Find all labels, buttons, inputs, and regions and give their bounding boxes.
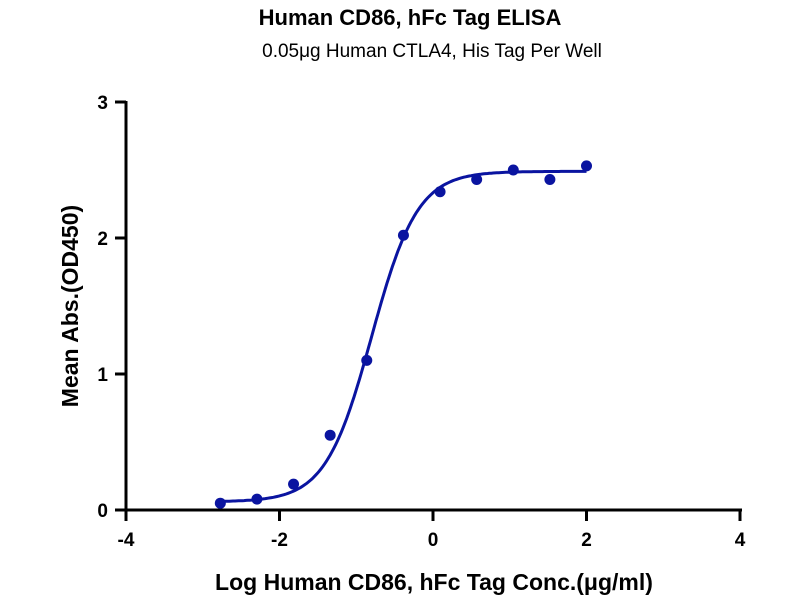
fit-curve	[220, 169, 587, 503]
data-point	[507, 164, 519, 176]
y-tick-label: 3	[97, 93, 108, 114]
y-axis-label: Mean Abs.(OD450)	[57, 205, 83, 407]
y-tick-label: 2	[97, 229, 108, 250]
y-tick-label: 0	[97, 501, 108, 522]
data-point	[288, 478, 300, 490]
x-tick-label: 2	[581, 530, 592, 551]
data-point	[544, 174, 556, 186]
data-point	[471, 174, 483, 186]
x-tick-label: -4	[118, 530, 135, 551]
data-point	[581, 160, 592, 172]
y-tick-label: 1	[97, 365, 108, 386]
data-point	[324, 429, 336, 441]
x-tick-label: -2	[271, 530, 288, 551]
data-point	[397, 229, 409, 241]
data-point	[361, 354, 373, 366]
x-tick-label: 4	[735, 530, 746, 551]
x-axis-label: Log Human CD86, hFc Tag Conc.(μg/ml)	[215, 569, 653, 595]
chart-subtitle: 0.05μg Human CTLA4, His Tag Per Well	[262, 41, 602, 62]
data-point	[251, 493, 263, 505]
x-tick-label: 0	[428, 530, 439, 551]
data-point	[214, 497, 226, 509]
chart-title: Human CD86, hFc Tag ELISA	[259, 5, 562, 30]
data-point	[434, 186, 446, 198]
